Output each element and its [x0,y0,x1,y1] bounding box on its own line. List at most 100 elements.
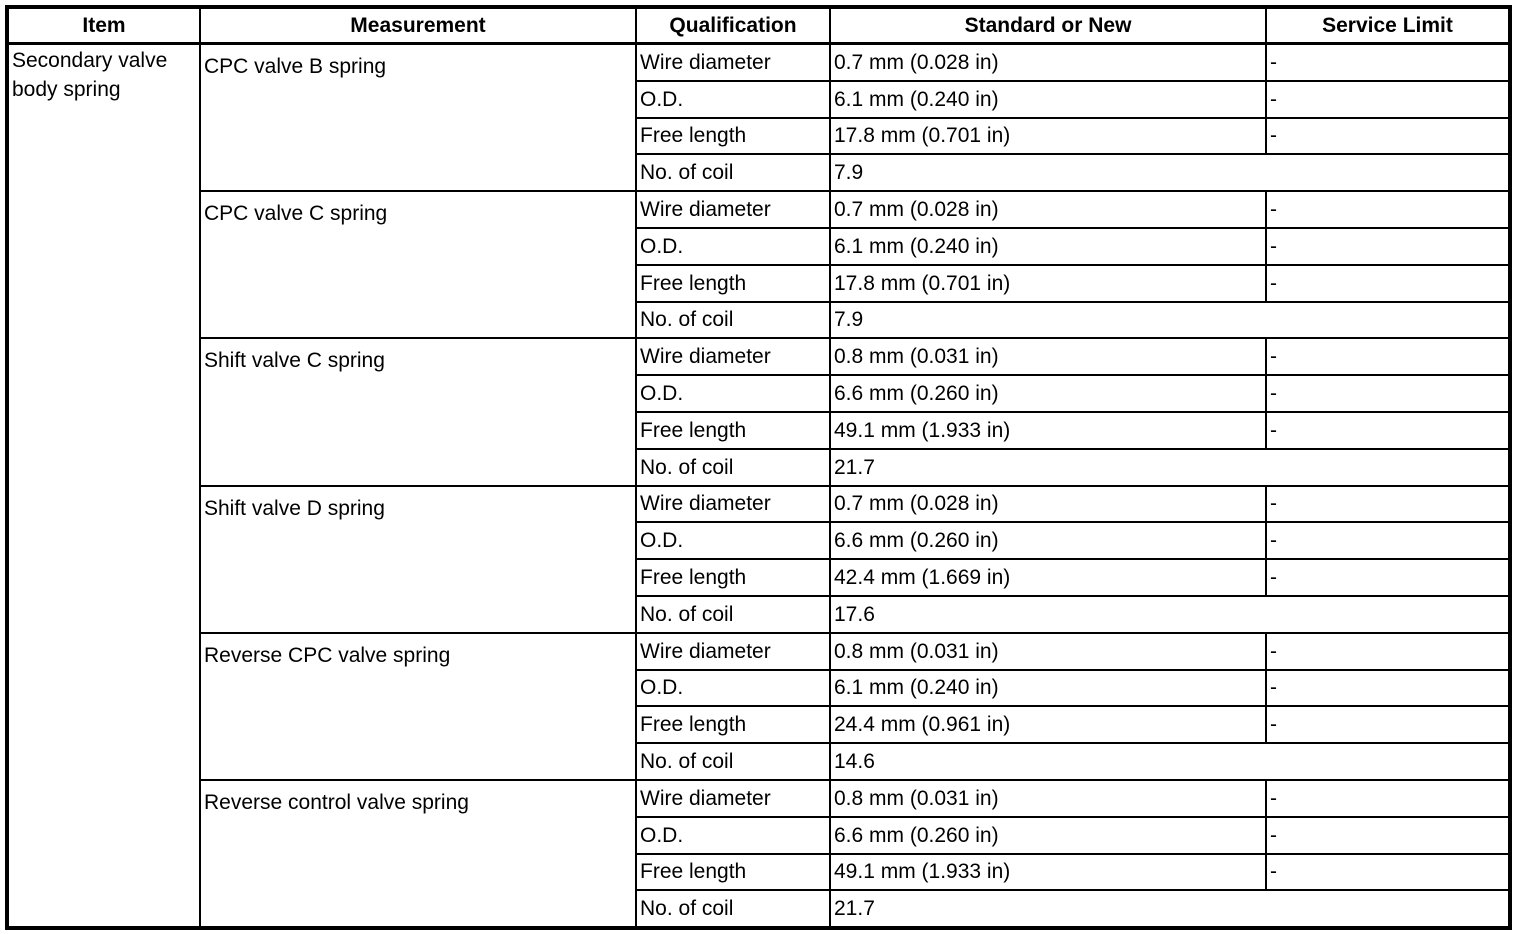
table-row: O.D. 6.1 mm (0.240 in) - [7,79,1511,119]
service-limit-cell: - [1265,705,1511,745]
table-row: Shift valve D spring Wire diameter 0.7 mm … [7,484,1511,634]
qualification-cell: O.D. [635,815,831,855]
service-limit-cell: - [1265,668,1511,708]
table-body: Secondary valve body spring CPC valve B s… [6,42,1511,930]
standard-cell: 6.1 mm (0.240 in) [829,226,1267,266]
standard-cell: 0.8 mm (0.031 in) [829,778,1267,818]
qualification-cell: O.D. [635,226,831,266]
standard-cell: 17.8 mm (0.701 in) [829,263,1267,303]
qualification-cell: No. of coil [635,300,831,340]
service-limit-cell: - [1265,852,1511,892]
service-limit-cell: - [1265,263,1511,303]
table-row: Reverse CPC valve spring Wire diameter 0.8… [7,631,1511,781]
header-service-limit: Service Limit [1265,6,1511,45]
table-row: O.D. 6.6 mm (0.260 in) - [7,815,1511,855]
qualification-cell: Free length [635,558,831,597]
table-row: O.D. 6.1 mm (0.240 in) - [7,226,1511,266]
qualification-cell: Free length [635,263,831,303]
table-row: No. of coil 21.7 [7,447,1511,487]
service-limit-cell: - [1265,778,1511,818]
standard-cell: 6.6 mm (0.260 in) [829,815,1267,855]
qualification-cell: O.D. [635,668,831,708]
table-row: O.D. 6.6 mm (0.260 in) - [7,521,1511,561]
service-limit-cell: - [1265,337,1511,377]
item-cell: Secondary valve body spring [6,42,201,930]
standard-cell: 0.7 mm (0.028 in) [829,190,1267,229]
qualification-cell: No. of coil [635,594,831,634]
qualification-cell: No. of coil [635,447,831,487]
qualification-cell: Wire diameter [635,337,831,377]
standard-cell: 21.7 [829,889,1511,930]
table-row: Free length 17.8 mm (0.701 in) - [7,263,1511,303]
header-item: Item [6,6,201,45]
standard-cell: 6.1 mm (0.240 in) [829,79,1267,119]
service-limit-cell: - [1265,226,1511,266]
qualification-cell: Free length [635,116,831,156]
header-measurement: Measurement [199,6,637,45]
service-limit-cell: - [1265,116,1511,156]
qualification-cell: Free length [635,852,831,892]
qualification-cell: Wire diameter [635,631,831,671]
service-limit-cell: - [1265,631,1511,671]
standard-cell: 0.8 mm (0.031 in) [829,631,1267,671]
standard-cell: 6.6 mm (0.260 in) [829,521,1267,561]
standard-cell: 0.7 mm (0.028 in) [829,484,1267,524]
table-row: No. of coil 7.9 [7,300,1511,340]
service-limit-cell: - [1265,484,1511,524]
service-limit-cell: - [1265,558,1511,597]
table-row: Free length 17.8 mm (0.701 in) - [7,116,1511,156]
standard-cell: 17.6 [829,594,1511,634]
table-row: Secondary valve body spring CPC valve B s… [6,42,1511,930]
qualification-cell: Free length [635,410,831,450]
header-row: Item Measurement Qualification Standard … [6,6,1511,45]
spring-spec-table: Item Measurement Qualification Standard … [5,5,1512,931]
standard-cell: 6.1 mm (0.240 in) [829,668,1267,708]
qualification-cell: No. of coil [635,742,831,781]
service-limit-cell: - [1265,521,1511,561]
measurement-cell: CPC valve B spring [199,42,637,193]
qualification-cell: Wire diameter [635,778,831,818]
standard-cell: 21.7 [829,447,1511,487]
table-row: No. of coil 17.6 [7,594,1511,634]
qualification-cell: O.D. [635,374,831,413]
table-row: No. of coil 7.9 [7,153,1511,193]
standard-cell: 7.9 [829,300,1511,340]
table-row: Free length 42.4 mm (1.669 in) - [7,558,1511,597]
table-row: Free length 24.4 mm (0.961 in) - [7,705,1511,745]
table-row: O.D. 6.1 mm (0.240 in) - [7,668,1511,708]
qualification-cell: Wire diameter [635,42,831,82]
standard-cell: 49.1 mm (1.933 in) [829,410,1267,450]
header-qualification: Qualification [635,6,831,45]
qualification-cell: Free length [635,705,831,745]
standard-cell: 17.8 mm (0.701 in) [829,116,1267,156]
table-row: Reverse control valve spring Wire diamete… [7,778,1511,930]
qualification-cell: Wire diameter [635,484,831,524]
service-limit-cell: - [1265,42,1511,82]
qualification-cell: No. of coil [635,153,831,193]
table-row: No. of coil 21.7 [7,889,1511,930]
service-limit-cell: - [1265,815,1511,855]
measurement-cell: Shift valve D spring [199,484,637,634]
table-row: O.D. 6.6 mm (0.260 in) - [7,374,1511,413]
measurement-cell: Reverse control valve spring [199,778,637,930]
standard-cell: 42.4 mm (1.669 in) [829,558,1267,597]
service-limit-cell: - [1265,374,1511,413]
standard-cell: 0.7 mm (0.028 in) [829,42,1267,82]
standard-cell: 6.6 mm (0.260 in) [829,374,1267,413]
table-row: Free length 49.1 mm (1.933 in) - [7,410,1511,450]
service-limit-cell: - [1265,410,1511,450]
table-row: Shift valve C spring Wire diameter 0.8 mm … [7,337,1511,487]
table-row: Free length 49.1 mm (1.933 in) - [7,852,1511,892]
table-row: CPC valve C spring Wire diameter 0.7 mm (0… [7,190,1511,340]
standard-cell: 49.1 mm (1.933 in) [829,852,1267,892]
service-limit-cell: - [1265,190,1511,229]
standard-cell: 7.9 [829,153,1511,193]
measurement-cell: Reverse CPC valve spring [199,631,637,781]
table-row: No. of coil 14.6 [7,742,1511,781]
qualification-cell: No. of coil [635,889,831,930]
measurement-cell: Shift valve C spring [199,337,637,487]
qualification-cell: O.D. [635,79,831,119]
qualification-cell: Wire diameter [635,190,831,229]
measurement-cell: CPC valve C spring [199,190,637,340]
standard-cell: 0.8 mm (0.031 in) [829,337,1267,377]
